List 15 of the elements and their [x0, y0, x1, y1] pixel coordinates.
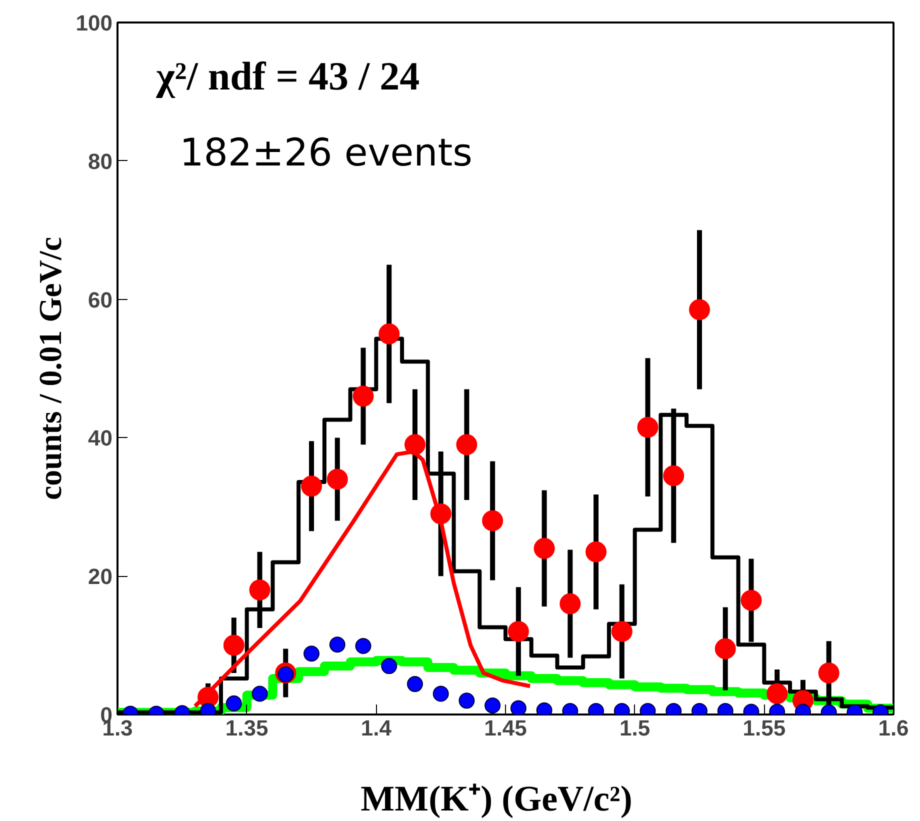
x-tick-label: 1.5 [620, 716, 650, 740]
x-tick-label: 1.55 [742, 716, 786, 740]
y-tick-label: 60 [88, 287, 113, 312]
x-tick-label: 1.4 [360, 716, 392, 740]
y-tick-label: 100 [76, 10, 113, 36]
y-axis-title: counts / 0.01 GeV/c [32, 236, 68, 500]
annotation: χ²/ ndf = 43 / 24 [155, 54, 420, 99]
x-tick-label: 1.45 [484, 716, 527, 740]
y-tick-label: 40 [88, 426, 113, 451]
x-axis-title: MM(K⁺) (GeV/c²) [360, 778, 632, 818]
y-tick-label: 20 [88, 564, 113, 590]
annotation: 182±26 events [180, 130, 472, 175]
y-tick-label: 80 [88, 148, 113, 174]
x-tick-label: 1.35 [225, 716, 268, 740]
x-tick-label: 1.6 [878, 716, 909, 740]
